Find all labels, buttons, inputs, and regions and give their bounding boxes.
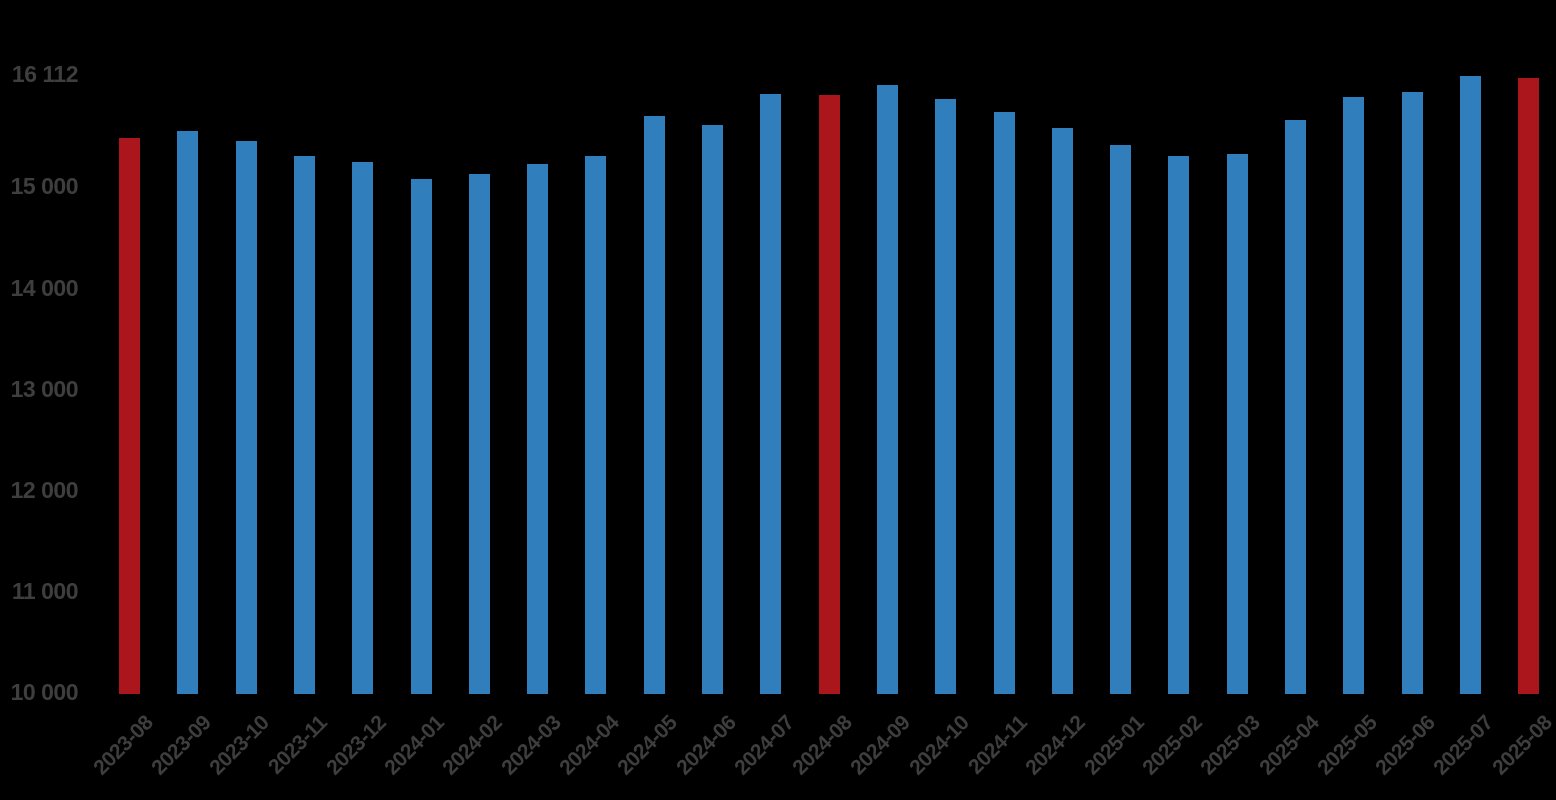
bar-2025-02 — [1168, 156, 1190, 694]
bar-2025-07 — [1459, 76, 1481, 694]
bar-2023-11 — [293, 156, 315, 694]
y-axis-tick-label: 12 000 — [10, 476, 79, 503]
y-axis-tick-label: 10 000 — [10, 679, 79, 705]
bar-2024-10 — [935, 99, 957, 694]
y-axis-tick-label: 16 112 — [11, 61, 79, 87]
y-axis-tick-label: 14 000 — [10, 274, 79, 301]
bar-2023-10 — [235, 140, 257, 694]
bar-2023-12 — [352, 162, 374, 694]
bar-2024-04 — [585, 156, 607, 694]
bar-2023-08 — [119, 137, 140, 694]
bar-2024-09 — [876, 85, 898, 694]
bar-2024-05 — [643, 115, 665, 694]
bar-2025-08 — [1518, 78, 1540, 694]
y-axis-tick-label: 13 000 — [10, 375, 79, 402]
bar-2024-02 — [468, 174, 490, 694]
bar-2025-06 — [1401, 92, 1423, 694]
bar-2025-05 — [1343, 97, 1365, 694]
bar-2025-04 — [1285, 119, 1306, 694]
y-axis-tick-label: 15 000 — [10, 173, 79, 200]
bar-2025-01 — [1110, 144, 1132, 694]
bar-2024-11 — [993, 111, 1015, 694]
bar-2024-03 — [527, 164, 549, 694]
bar-2024-06 — [702, 124, 723, 694]
bar-2024-07 — [760, 94, 782, 694]
bar-2023-09 — [177, 130, 199, 694]
bar-2024-01 — [410, 179, 432, 694]
y-axis-tick-label: 11 000 — [11, 577, 79, 604]
bar-2025-03 — [1226, 154, 1248, 694]
bar-2024-12 — [1051, 127, 1073, 694]
bar-2024-08 — [818, 95, 840, 694]
